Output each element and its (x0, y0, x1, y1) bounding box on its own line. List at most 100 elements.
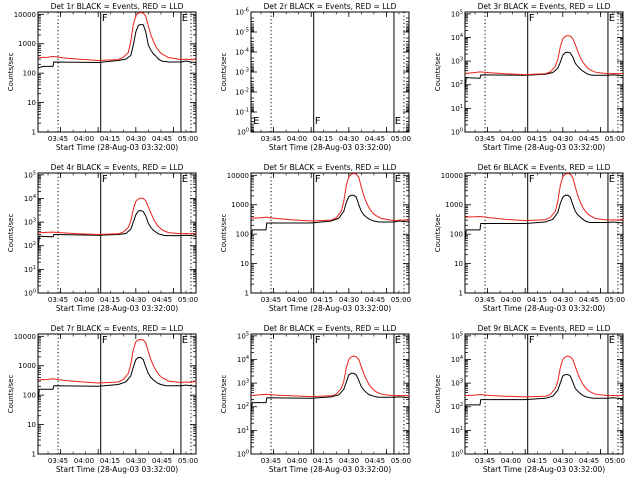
plot-frame (37, 333, 197, 455)
y-tick-label: 101 (237, 426, 249, 435)
x-tick-label: 03:45 (475, 135, 495, 143)
x-tick-label: 03:45 (475, 296, 495, 304)
x-tick-label: 04:30 (553, 135, 573, 143)
lld-series-line (251, 355, 409, 398)
panel-title: Det 9r BLACK = Events, RED = LLD (478, 324, 611, 333)
lld-series-line (38, 12, 196, 63)
y-tick-label: 101 (24, 265, 36, 274)
y-tick-label: 105 (451, 331, 463, 340)
y-tick-label: 10 (27, 99, 36, 107)
plot-frame (250, 333, 410, 455)
x-tick-label: 04:00 (501, 135, 521, 143)
x-axis-label: Start Time (28-Aug-03 03:32:00) (269, 465, 391, 474)
plot-frame (464, 333, 624, 455)
marker-label: F (315, 335, 321, 346)
x-tick-label: 04:00 (501, 296, 521, 304)
x-tick-label: 04:45 (365, 457, 385, 465)
x-tick-label: 05:00 (391, 296, 411, 304)
panel-title: Det 6r BLACK = Events, RED = LLD (478, 163, 611, 172)
y-axis-label: Counts/sec (7, 214, 15, 253)
marker-label: E (395, 116, 401, 127)
x-tick-label: 05:00 (605, 135, 625, 143)
marker-label: F (529, 335, 535, 346)
y-tick-label: 100 (450, 231, 463, 239)
lld-series-line (465, 355, 623, 398)
x-tick-label: 04:30 (126, 135, 146, 143)
events-series-line (38, 357, 196, 402)
marker-label: F (315, 174, 321, 185)
x-axis-label: Start Time (28-Aug-03 03:32:00) (483, 304, 605, 313)
y-tick-label: 104 (451, 33, 463, 42)
y-tick-label: 1 (32, 451, 36, 459)
y-tick-label: 100 (237, 128, 249, 137)
x-axis-label: Start Time (28-Aug-03 03:32:00) (269, 143, 391, 152)
plot-frame (37, 11, 197, 133)
events-series-line (38, 209, 196, 252)
y-tick-label: 105 (24, 170, 36, 179)
x-tick-label: 04:15 (527, 296, 547, 304)
y-axis-label: Counts/sec (220, 53, 228, 92)
x-tick-label: 04:45 (365, 135, 385, 143)
y-tick-label: 10000 (14, 11, 36, 19)
panel-2: Det 2r BLACK = Events, RED = LLD 100 10-1 1… (220, 2, 411, 152)
x-tick-label: 04:00 (74, 457, 94, 465)
x-tick-label: 03:45 (475, 457, 495, 465)
y-tick-label: 10-5 (235, 28, 249, 37)
y-axis-label: Counts/sec (220, 375, 228, 414)
x-tick-label: 04:45 (152, 296, 172, 304)
y-tick-label: 1000 (231, 201, 249, 209)
plot-frame (464, 172, 624, 294)
events-series-line (465, 374, 623, 413)
x-axis-label: Start Time (28-Aug-03 03:32:00) (56, 143, 178, 152)
x-tick-label: 05:00 (178, 296, 198, 304)
y-axis-label: Counts/sec (434, 214, 442, 253)
marker-label: E (395, 335, 401, 346)
x-tick-label: 04:00 (287, 135, 307, 143)
x-axis-label: Start Time (28-Aug-03 03:32:00) (56, 304, 178, 313)
x-tick-label: 04:30 (126, 296, 146, 304)
x-axis-label: Start Time (28-Aug-03 03:32:00) (269, 304, 391, 313)
panel-4: Det 4r BLACK = Events, RED = LLD 100 101 10… (7, 163, 198, 313)
lld-series-line (465, 35, 623, 76)
y-tick-label: 10-1 (235, 108, 249, 117)
events-series-line (38, 23, 196, 69)
x-tick-label: 04:00 (287, 457, 307, 465)
y-tick-label: 1000 (18, 40, 36, 48)
x-tick-label: 04:45 (152, 135, 172, 143)
y-axis-label: Counts/sec (7, 375, 15, 414)
panel-6: Det 6r BLACK = Events, RED = LLD 1 10 100 10… (434, 163, 625, 313)
x-tick-label: 03:45 (261, 135, 281, 143)
panel-1: Det 1r BLACK = Events, RED = LLD 1 10 100 10… (7, 2, 198, 152)
panel-9: Det 9r BLACK = Events, RED = LLD 100 101 10… (434, 324, 625, 474)
lld-series-line (251, 173, 409, 223)
x-tick-label: 04:45 (365, 296, 385, 304)
y-tick-label: 102 (24, 241, 36, 250)
plot-frame (464, 11, 624, 133)
y-tick-label: 10-4 (235, 48, 249, 57)
x-tick-label: 04:00 (287, 296, 307, 304)
x-tick-label: 03:45 (261, 296, 281, 304)
y-axis-label: Counts/sec (434, 53, 442, 92)
y-tick-label: 10-6 (235, 8, 249, 17)
y-tick-label: 10 (27, 421, 36, 429)
x-tick-label: 04:00 (501, 457, 521, 465)
marker-label: E (253, 116, 259, 127)
panel-title: Det 3r BLACK = Events, RED = LLD (478, 2, 611, 11)
marker-label: E (609, 13, 615, 24)
marker-label: F (315, 116, 321, 127)
marker-label: E (182, 13, 188, 24)
x-tick-label: 04:30 (553, 457, 573, 465)
y-tick-label: 100 (237, 450, 249, 459)
y-axis-label: Counts/sec (220, 214, 228, 253)
events-series-line (465, 51, 623, 91)
panel-title: Det 7r BLACK = Events, RED = LLD (51, 324, 184, 333)
panel-title: Det 8r BLACK = Events, RED = LLD (264, 324, 397, 333)
marker-label: E (609, 335, 615, 346)
y-tick-label: 103 (451, 379, 463, 388)
marker-label: F (102, 13, 108, 24)
marker-label: E (182, 174, 188, 185)
y-tick-label: 100 (451, 128, 463, 137)
y-axis-label: Counts/sec (7, 53, 15, 92)
x-tick-label: 04:30 (339, 296, 359, 304)
